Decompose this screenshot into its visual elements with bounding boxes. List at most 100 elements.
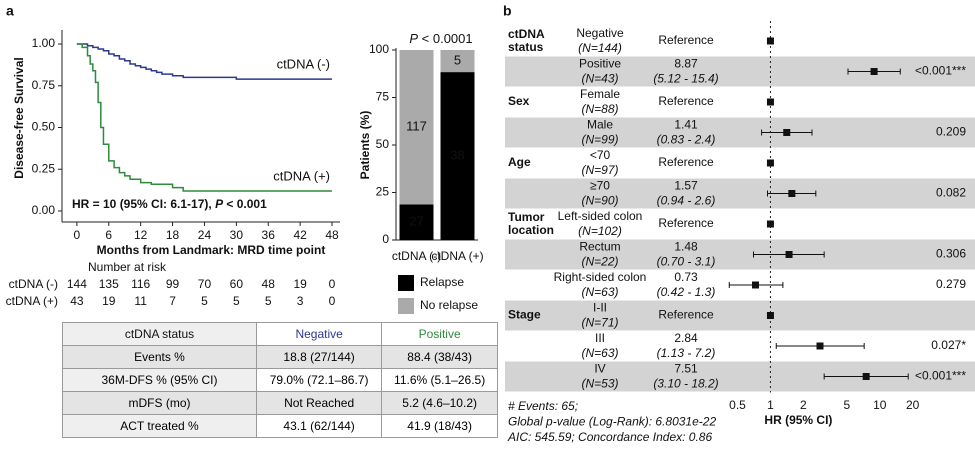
y-tick-label: 0.50 [32,120,56,134]
survival-curve [76,43,333,192]
x-tick-label: 24 [198,228,212,242]
estimate-label: Reference [658,94,714,108]
table-cell: Not Reached [255,391,383,415]
variable-label: Age [508,155,531,169]
estimate-label: Reference [658,155,714,169]
table-cell: 18.8 (27/144) [255,345,383,369]
p-value: 0.306 [936,247,966,261]
estimate-label: Reference [658,33,714,47]
risk-value: 3 [297,294,304,308]
level-label: ≥70 [590,179,610,193]
n-label: (N=43) [581,72,618,86]
x-tick-label: 5 [844,398,851,412]
x-tick-label: 1 [767,398,774,412]
annotation-part: < 0.001 [223,197,267,211]
legend-label: Relapse [420,275,464,289]
row-band [505,178,975,209]
x-tick-label: 10 [873,398,887,412]
level-label: Rectum [579,240,620,254]
estimate-label: Reference [658,308,714,322]
hr-point [816,342,824,350]
n-label: (N=90) [581,194,618,208]
x-tick-label: 0.5 [729,398,746,412]
bar-segment [440,72,475,240]
x-tick-label: 30 [230,228,244,242]
n-label: (N=99) [581,133,618,147]
table-row: ACT treated % 43.1 (62/144) 41.9 (18/43) [62,414,498,438]
ci-label: (1.13 - 7.2) [657,346,716,360]
y-tick-label: 75 [376,90,390,104]
variable-label: Sex [508,94,530,108]
hr-label: 2.84 [674,331,698,345]
hr-point [766,312,774,319]
x-tick-label: 20 [906,398,920,412]
level-label: Female [580,87,620,101]
risk-value: 99 [166,277,180,291]
summary-table: ctDNA status Negative Positive Events % 18.8… [62,322,498,438]
risk-value: 70 [198,277,212,291]
legend-label: No relapse [420,298,478,312]
table-cell: Events % [62,345,257,369]
risk-label: ctDNA (-) [9,277,58,291]
bar-segment [440,50,475,73]
x-tick-label: ctDNA (+) [431,249,483,263]
hr-point [870,68,878,75]
survival-curve [76,43,333,80]
x-tick-label: 48 [325,228,339,242]
table-cell: ACT treated % [62,414,257,438]
hr-point [751,281,759,289]
level-label: I-II [593,301,607,315]
estimate-label: Reference [658,216,714,230]
n-label: (N=97) [581,163,618,177]
footer-note: AIC: 545.59; Concordance Index: 0.86 [507,430,712,444]
title-part: P [409,31,418,46]
y-tick-label: 0.75 [32,78,56,92]
bar-count-label: 27 [409,214,423,229]
variable-label: Tumor [508,210,545,224]
table-cell: 43.1 (62/144) [255,414,383,438]
hr-point [788,190,796,197]
risk-value: 60 [230,277,244,291]
row-band [505,56,975,87]
risk-value: 19 [293,277,307,291]
ci-label: (3.10 - 18.2) [653,377,718,391]
variable-label: ctDNA [508,27,545,41]
table-row: Events % 18.8 (27/144) 88.4 (38/43) [62,345,498,369]
risk-value: 116 [131,277,150,291]
risk-value: 0 [329,294,336,308]
risk-value: 48 [262,277,276,291]
level-label: Positive [579,57,621,71]
risk-value: 144 [67,277,87,291]
table-cell: 41.9 (18/43) [381,414,498,438]
variable-label: Stage [508,308,541,322]
table-cell: 11.6% (5.1–26.5) [381,368,498,392]
risk-value: 5 [265,294,272,308]
y-tick-label: 0 [382,232,389,246]
x-tick-label: 6 [105,228,112,242]
hr-point [766,98,774,106]
p-value: 0.082 [936,186,966,200]
level-label: III [595,331,605,345]
table-row: 36M-DFS % (95% CI) 79.0% (72.1–86.7) 11.6%… [62,368,498,392]
p-value: <0.001*** [915,64,966,78]
annotation: HR = 10 (95% CI: 6.1-17), P < 0.001 [72,197,267,211]
x-tick-label: 42 [293,228,307,242]
row-band [505,300,975,331]
variable-label: status [508,40,544,54]
ci-label: (0.83 - 2.4) [657,133,716,147]
risk-value: 5 [233,294,240,308]
n-label: (N=88) [581,102,618,116]
hr-label: 7.51 [674,362,698,376]
risk-value: 0 [329,277,336,291]
row-band [505,239,975,270]
table-cell: ctDNA status [62,322,257,346]
ci-label: (0.70 - 3.1) [657,255,716,269]
risk-value: 7 [169,294,176,308]
n-label: (N=53) [581,377,618,391]
bar-count-label: 5 [454,52,461,67]
hr-label: 1.48 [674,240,698,254]
legend-swatch [398,298,414,314]
bar-segment [399,50,434,205]
